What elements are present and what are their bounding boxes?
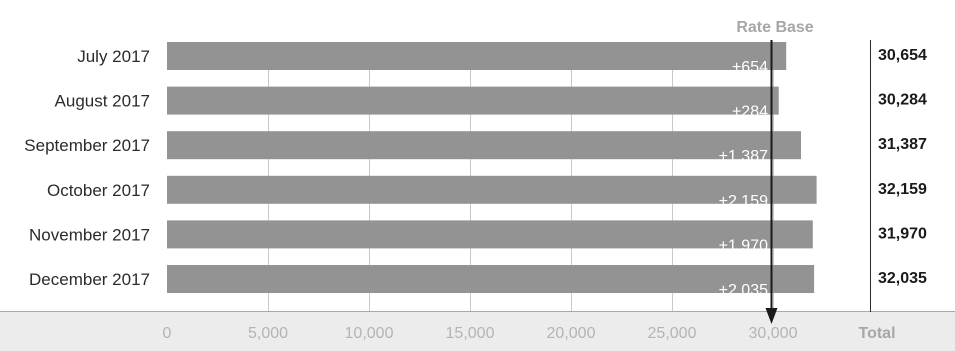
total-value: 31,387: [878, 136, 927, 153]
total-value: 31,970: [878, 225, 927, 242]
bar: [167, 42, 787, 70]
category-label: October 2017: [47, 181, 150, 200]
category-label: July 2017: [77, 47, 150, 66]
total-value: 32,159: [878, 181, 927, 198]
category-label: September 2017: [24, 136, 150, 155]
reference-line-label: Rate Base: [736, 19, 813, 36]
bar-data-label: +2,035: [719, 282, 768, 299]
bar-data-label: +1,970: [719, 237, 768, 254]
x-tick-label: 0: [163, 325, 172, 342]
x-tick-label: 20,000: [547, 325, 596, 342]
x-tick-label: 10,000: [345, 325, 394, 342]
category-label: November 2017: [29, 225, 150, 244]
bar-data-label: +1,387: [719, 148, 768, 165]
bar: [167, 220, 813, 249]
total-value: 30,654: [878, 47, 927, 64]
x-tick-label: 25,000: [648, 325, 697, 342]
bar-labels: +654 +284 +1,387 +2,159 +1,970 +2,035: [719, 59, 768, 299]
bar: [167, 265, 815, 293]
bar: [167, 175, 817, 204]
bar-data-label: +2,159: [719, 193, 768, 210]
reference-line-group: [765, 40, 778, 324]
total-header: Total: [858, 325, 895, 342]
category-label: December 2017: [29, 270, 150, 289]
total-values: 30,654 30,284 31,387 32,159 31,970 32,035: [878, 47, 927, 287]
category-labels: July 2017 August 2017 September 2017 Octobe…: [24, 47, 150, 289]
x-tick-label: 5,000: [248, 325, 288, 342]
bar-data-label: +654: [732, 59, 768, 76]
reference-arrowhead: [765, 308, 778, 324]
bar-data-label: +284: [732, 104, 768, 121]
total-value: 30,284: [878, 92, 927, 109]
bar: [167, 131, 802, 160]
bar: [167, 86, 779, 115]
x-tick-label: 30,000: [749, 325, 798, 342]
axis-band: [0, 312, 955, 351]
x-tick-labels: 0 5,000 10,000 15,000 20,000 25,000 30,000: [163, 325, 798, 342]
bars: [167, 42, 817, 293]
category-label: August 2017: [55, 92, 150, 111]
total-value: 32,035: [878, 270, 927, 287]
x-tick-label: 15,000: [446, 325, 495, 342]
